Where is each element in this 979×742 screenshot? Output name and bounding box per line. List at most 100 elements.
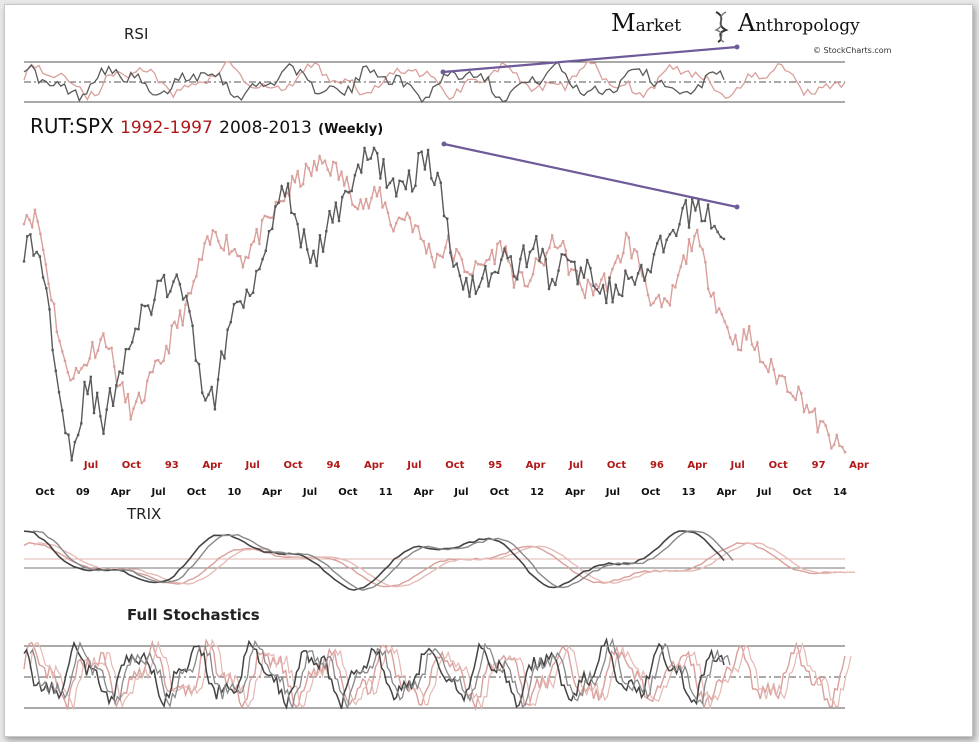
price-marker-1992-1997 (553, 245, 557, 248)
price-marker-2008-2013 (318, 234, 322, 237)
price-marker-2008-2013 (204, 399, 207, 402)
x-tick-label-2008-2013: 13 (682, 487, 696, 498)
x-tick-label-1992-1997: Oct (122, 460, 141, 471)
price-marker-1992-1997 (430, 255, 433, 259)
price-marker-2008-2013 (675, 234, 678, 237)
price-marker-1992-1997 (542, 264, 546, 267)
price-marker-1992-1997 (271, 216, 275, 219)
price-marker-1992-1997 (285, 191, 288, 194)
price-marker-1992-1997 (479, 263, 483, 266)
x-tick-label-1992-1997: Oct (769, 460, 788, 471)
price-marker-2008-2013 (86, 392, 89, 396)
price-marker-2008-2013 (582, 276, 586, 279)
x-tick-label-2008-2013: Apr (565, 487, 585, 498)
price-marker-1992-1997 (698, 244, 702, 248)
price-marker-1992-1997 (282, 199, 286, 203)
price-marker-2008-2013 (592, 284, 595, 288)
price-marker-1992-1997 (739, 349, 743, 352)
price-marker-1992-1997 (726, 326, 729, 329)
price-marker-1992-1997 (509, 264, 513, 268)
x-tick-label-2008-2013: Oct (187, 487, 206, 498)
price-marker-1992-1997 (605, 289, 609, 293)
credit-text: © StockCharts.com (813, 46, 892, 55)
price-marker-1992-1997 (564, 249, 568, 252)
price-marker-2008-2013 (465, 277, 468, 280)
price-marker-1992-1997 (819, 420, 822, 423)
rsi-panel: RSI (23, 25, 846, 104)
price-marker-1992-1997 (192, 280, 195, 283)
price-marker-1992-1997 (274, 200, 277, 204)
price-marker-2008-2013 (376, 152, 379, 155)
price-marker-1992-1997 (561, 240, 565, 243)
price-marker-2008-2013 (643, 279, 646, 282)
price-marker-2008-2013 (646, 268, 649, 271)
price-marker-1992-1997 (167, 352, 171, 355)
price-marker-2008-2013 (321, 250, 325, 253)
price-marker-1992-1997 (345, 176, 349, 179)
price-marker-1992-1997 (214, 230, 217, 234)
x-tick-label-1992-1997: Apr (687, 460, 707, 471)
price-marker-1992-1997 (178, 309, 182, 312)
price-marker-1992-1997 (126, 393, 130, 396)
price-marker-2008-2013 (140, 303, 143, 307)
price-marker-2008-2013 (197, 362, 201, 366)
price-marker-1992-1997 (531, 273, 535, 276)
price-marker-2008-2013 (57, 391, 61, 394)
price-marker-1992-1997 (247, 256, 250, 259)
price-marker-1992-1997 (151, 370, 154, 374)
price-marker-2008-2013 (264, 249, 267, 252)
price-marker-2008-2013 (360, 171, 363, 174)
price-marker-1992-1997 (113, 365, 116, 368)
x-tick-label-2008-2013: 10 (227, 487, 241, 498)
price-marker-2008-2013 (67, 433, 70, 436)
price-marker-1992-1997 (701, 248, 704, 251)
price-marker-2008-2013 (557, 269, 560, 272)
price-marker-1992-1997 (304, 162, 308, 166)
price-marker-2008-2013 (111, 404, 115, 407)
price-marker-1992-1997 (797, 385, 800, 389)
price-marker-1992-1997 (808, 411, 811, 414)
price-marker-2008-2013 (388, 181, 392, 185)
price-marker-2008-2013 (118, 370, 121, 373)
price-marker-2008-2013 (188, 310, 191, 313)
price-marker-1992-1997 (485, 259, 488, 262)
price-marker-1992-1997 (556, 246, 559, 250)
price-marker-1992-1997 (94, 356, 97, 359)
price-marker-2008-2013 (83, 380, 86, 384)
rsi-trendline (442, 45, 738, 74)
price-marker-1992-1997 (315, 168, 318, 172)
price-marker-2008-2013 (722, 237, 726, 241)
price-marker-2008-2013 (156, 279, 159, 283)
price-marker-2008-2013 (719, 235, 722, 239)
price-marker-1992-1997 (249, 243, 253, 246)
price-marker-2008-2013 (671, 228, 675, 232)
price-marker-2008-2013 (678, 223, 681, 226)
price-marker-1992-1997 (805, 404, 808, 407)
price-marker-2008-2013 (290, 211, 293, 214)
price-marker-2008-2013 (347, 191, 350, 194)
price-marker-1992-1997 (515, 275, 518, 278)
price-marker-2008-2013 (341, 196, 344, 199)
price-marker-2008-2013 (38, 255, 42, 258)
price-marker-1992-1997 (592, 293, 595, 297)
price-marker-2008-2013 (372, 146, 376, 150)
x-tick-label-1992-1997: Oct (283, 460, 302, 471)
price-marker-1992-1997 (239, 255, 242, 258)
price-marker-2008-2013 (716, 230, 719, 234)
x-tick-label-1992-1997: Jul (245, 460, 260, 471)
price-marker-1992-1997 (534, 257, 537, 260)
price-marker-1992-1997 (228, 252, 231, 256)
price-marker-1992-1997 (720, 313, 723, 316)
price-marker-1992-1997 (425, 251, 428, 255)
price-marker-1992-1997 (717, 307, 721, 310)
svg-text:Anthropology: Anthropology (737, 9, 860, 37)
price-marker-2008-2013 (194, 359, 197, 362)
price-marker-1992-1997 (551, 234, 554, 237)
price-marker-2008-2013 (334, 201, 337, 204)
price-marker-2008-2013 (547, 287, 551, 291)
price-marker-1992-1997 (403, 218, 406, 222)
price-marker-1992-1997 (761, 361, 765, 364)
price-marker-1992-1997 (460, 258, 464, 261)
price-marker-1992-1997 (373, 186, 376, 189)
price-marker-1992-1997 (351, 203, 354, 206)
